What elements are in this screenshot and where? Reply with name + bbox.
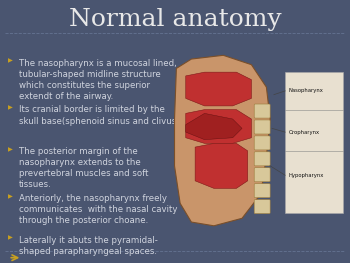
Text: The nasopharynx is a mucosal lined,
tubular-shaped midline structure
which const: The nasopharynx is a mucosal lined, tubu… xyxy=(19,59,176,101)
Text: ▶: ▶ xyxy=(8,147,13,152)
Text: Anteriorly, the nasopharynx freely
communicates  with the nasal cavity
through t: Anteriorly, the nasopharynx freely commu… xyxy=(19,194,177,225)
Text: ▶: ▶ xyxy=(8,59,13,64)
Text: ▶: ▶ xyxy=(8,194,13,199)
Text: Laterally it abuts the pyramidal-
shaped parapharyngeal spaces.: Laterally it abuts the pyramidal- shaped… xyxy=(19,236,158,256)
Text: ▶: ▶ xyxy=(8,236,13,241)
Text: Normal anatomy: Normal anatomy xyxy=(69,8,281,31)
Text: The posterior margin of the
nasopharynx extends to the
prevertebral muscles and : The posterior margin of the nasopharynx … xyxy=(19,147,148,189)
Text: Its cranial border is limited by the
skull base(sphenoid sinus and clivus): Its cranial border is limited by the sku… xyxy=(19,105,179,125)
Text: ▶: ▶ xyxy=(8,105,13,110)
